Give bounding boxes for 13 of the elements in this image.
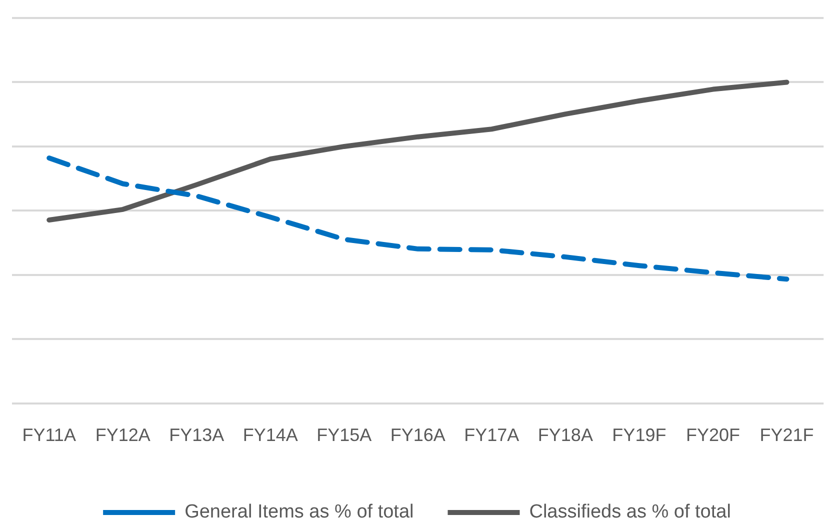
x-tick-label: FY13A <box>169 425 224 446</box>
x-tick-label: FY19F <box>612 425 666 446</box>
x-tick-label: FY12A <box>95 425 150 446</box>
x-tick-label: FY20F <box>686 425 740 446</box>
legend-label: General Items as % of total <box>184 502 414 523</box>
x-tick-label: FY16A <box>390 425 446 446</box>
legend-label: Classifieds as % of total <box>529 502 731 523</box>
x-tick-label: FY15A <box>316 425 372 446</box>
x-tick-label: FY21F <box>760 425 814 446</box>
x-tick-label: FY17A <box>464 425 520 446</box>
x-tick-label: FY14A <box>242 425 298 446</box>
x-tick-label: FY18A <box>538 425 593 446</box>
x-tick-label: FY11A <box>22 425 76 446</box>
